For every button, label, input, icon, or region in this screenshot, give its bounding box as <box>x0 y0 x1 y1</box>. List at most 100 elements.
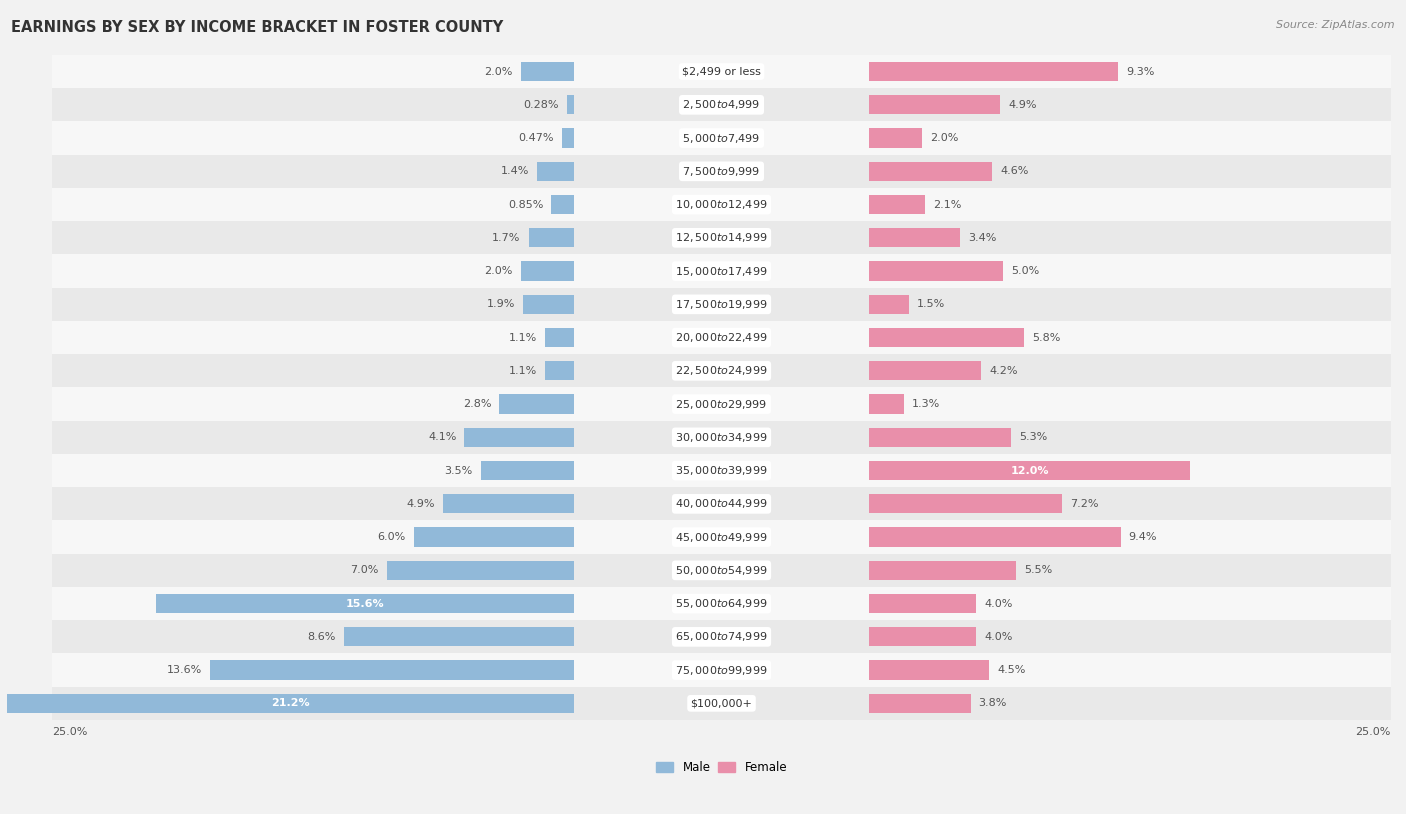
Text: 7.0%: 7.0% <box>350 566 378 575</box>
Bar <box>869 228 960 247</box>
Bar <box>869 461 1189 480</box>
Bar <box>869 527 1121 547</box>
Text: $17,500 to $19,999: $17,500 to $19,999 <box>675 298 768 311</box>
Bar <box>544 328 574 348</box>
Text: 5.3%: 5.3% <box>1019 432 1047 442</box>
Text: 5.8%: 5.8% <box>1032 333 1060 343</box>
Text: Source: ZipAtlas.com: Source: ZipAtlas.com <box>1277 20 1395 30</box>
Text: 4.2%: 4.2% <box>990 365 1018 376</box>
Bar <box>869 162 993 181</box>
Text: 1.9%: 1.9% <box>486 300 516 309</box>
Bar <box>561 129 574 147</box>
Bar <box>529 228 574 247</box>
Text: 8.6%: 8.6% <box>308 632 336 642</box>
Text: 0.47%: 0.47% <box>519 133 554 143</box>
Bar <box>869 361 981 380</box>
Text: 4.0%: 4.0% <box>984 598 1012 609</box>
Legend: Male, Female: Male, Female <box>651 756 792 779</box>
Text: 2.8%: 2.8% <box>463 399 491 409</box>
Text: 3.8%: 3.8% <box>979 698 1007 708</box>
Text: 3.4%: 3.4% <box>967 233 997 243</box>
Bar <box>520 261 574 281</box>
Bar <box>869 694 970 713</box>
Text: $100,000+: $100,000+ <box>690 698 752 708</box>
Text: 5.0%: 5.0% <box>1011 266 1039 276</box>
Text: $5,000 to $7,499: $5,000 to $7,499 <box>682 132 761 145</box>
Text: 2.0%: 2.0% <box>931 133 959 143</box>
Text: 4.0%: 4.0% <box>984 632 1012 642</box>
Bar <box>869 594 976 613</box>
Bar <box>869 95 1000 115</box>
Text: $50,000 to $54,999: $50,000 to $54,999 <box>675 564 768 577</box>
Bar <box>499 395 574 414</box>
Text: 2.0%: 2.0% <box>484 266 513 276</box>
Bar <box>209 660 574 680</box>
Text: 6.0%: 6.0% <box>377 532 405 542</box>
Bar <box>481 461 574 480</box>
Text: $45,000 to $49,999: $45,000 to $49,999 <box>675 531 768 544</box>
Text: $20,000 to $22,499: $20,000 to $22,499 <box>675 331 768 344</box>
Text: 2.1%: 2.1% <box>934 199 962 209</box>
Bar <box>52 554 1391 587</box>
Bar <box>52 221 1391 255</box>
Bar <box>52 454 1391 488</box>
Bar <box>520 62 574 81</box>
Text: $75,000 to $99,999: $75,000 to $99,999 <box>675 663 768 676</box>
Bar <box>52 421 1391 454</box>
Bar <box>443 494 574 514</box>
Bar <box>52 321 1391 354</box>
Bar <box>523 295 574 314</box>
Bar <box>869 561 1017 580</box>
Bar <box>869 62 1118 81</box>
Bar <box>52 155 1391 188</box>
Text: 1.3%: 1.3% <box>911 399 939 409</box>
Text: 5.5%: 5.5% <box>1024 566 1052 575</box>
Bar <box>52 687 1391 720</box>
Text: 2.0%: 2.0% <box>484 67 513 77</box>
Text: 9.3%: 9.3% <box>1126 67 1154 77</box>
Bar <box>52 88 1391 121</box>
Text: $22,500 to $24,999: $22,500 to $24,999 <box>675 365 768 378</box>
Text: 7.2%: 7.2% <box>1070 499 1098 509</box>
Bar <box>52 620 1391 654</box>
Text: $2,500 to $4,999: $2,500 to $4,999 <box>682 98 761 112</box>
Text: 1.4%: 1.4% <box>501 166 529 177</box>
Text: $2,499 or less: $2,499 or less <box>682 67 761 77</box>
Bar <box>869 395 904 414</box>
Text: 25.0%: 25.0% <box>1355 727 1391 737</box>
Text: EARNINGS BY SEX BY INCOME BRACKET IN FOSTER COUNTY: EARNINGS BY SEX BY INCOME BRACKET IN FOS… <box>11 20 503 35</box>
Text: $30,000 to $34,999: $30,000 to $34,999 <box>675 431 768 444</box>
Bar <box>7 694 574 713</box>
Bar <box>52 287 1391 321</box>
Text: 4.5%: 4.5% <box>997 665 1026 675</box>
Bar <box>344 628 574 646</box>
Text: $65,000 to $74,999: $65,000 to $74,999 <box>675 630 768 643</box>
Bar <box>52 387 1391 421</box>
Text: 1.5%: 1.5% <box>917 300 945 309</box>
Text: 4.9%: 4.9% <box>1008 100 1036 110</box>
Text: 0.85%: 0.85% <box>508 199 544 209</box>
Text: 1.1%: 1.1% <box>509 333 537 343</box>
Bar <box>52 55 1391 88</box>
Text: 1.7%: 1.7% <box>492 233 520 243</box>
Bar <box>156 594 574 613</box>
Text: $15,000 to $17,499: $15,000 to $17,499 <box>675 265 768 278</box>
Text: 0.28%: 0.28% <box>523 100 558 110</box>
Bar <box>52 255 1391 287</box>
Text: 21.2%: 21.2% <box>271 698 309 708</box>
Bar <box>413 527 574 547</box>
Bar <box>869 129 922 147</box>
Text: $40,000 to $44,999: $40,000 to $44,999 <box>675 497 768 510</box>
Text: $25,000 to $29,999: $25,000 to $29,999 <box>675 397 768 410</box>
Bar <box>869 494 1062 514</box>
Text: 9.4%: 9.4% <box>1129 532 1157 542</box>
Bar <box>567 95 574 115</box>
Bar <box>464 427 574 447</box>
Text: 25.0%: 25.0% <box>52 727 87 737</box>
Bar <box>544 361 574 380</box>
Bar <box>52 488 1391 520</box>
Text: 4.1%: 4.1% <box>427 432 457 442</box>
Text: $12,500 to $14,999: $12,500 to $14,999 <box>675 231 768 244</box>
Bar <box>551 195 574 214</box>
Bar <box>52 520 1391 554</box>
